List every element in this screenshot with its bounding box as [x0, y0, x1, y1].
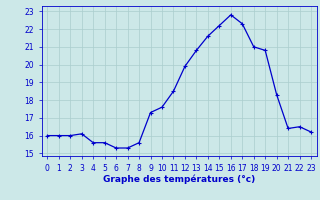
X-axis label: Graphe des températures (°c): Graphe des températures (°c) [103, 174, 255, 184]
